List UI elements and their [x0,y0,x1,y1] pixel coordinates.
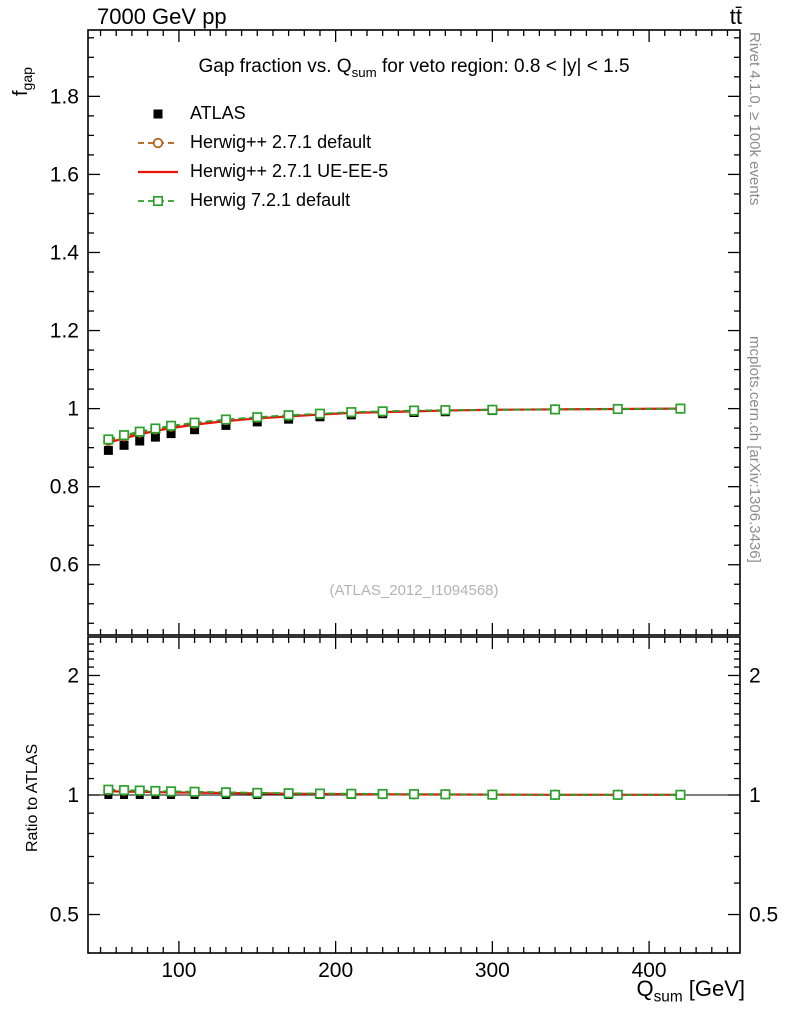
legend-label-atlas: ATLAS [190,103,246,123]
process-label: tt̄ [729,4,742,29]
beam-energy-label: 7000 GeV pp [97,4,227,29]
svg-text:1: 1 [67,784,79,807]
svg-text:0.5: 0.5 [50,904,79,927]
x-axis-label-main: Q [636,976,654,1001]
svg-text:400: 400 [632,959,667,982]
legend-marker-herwig7 [138,195,178,206]
legend: ATLAS Herwig++ 2.7.1 default Herwig++ 2.… [136,99,388,215]
svg-text:0.5: 0.5 [749,904,778,927]
plot-title-post: for veto region: 0.8 < |y| < 1.5 [376,56,630,77]
legend-label-herwigpp-ueee5: Herwig++ 2.7.1 UE-EE-5 [190,161,389,181]
svg-text:1.6: 1.6 [50,163,79,186]
x-axis-label-sub: sum [653,988,683,1006]
legend-item-herwigpp-ueee5: Herwig++ 2.7.1 UE-EE-5 [136,157,388,186]
svg-text:100: 100 [161,959,196,982]
svg-text:300: 300 [475,959,510,982]
legend-marker-herwigpp-default [138,137,178,148]
svg-text:1: 1 [67,398,79,421]
analysis-id-watermark: (ATLAS_2012_I1094568) [329,582,499,599]
mcplots-arxiv-sidetext: mcplots.cern.ch [arXiv:1306.3436] [746,336,763,563]
svg-text:200: 200 [318,959,353,982]
x-axis-label-unit: [GeV] [682,976,745,1001]
svg-text:1: 1 [749,784,761,807]
legend-item-herwigpp-default: Herwig++ 2.7.1 default [136,128,388,157]
legend-item-atlas: ATLAS [136,99,388,128]
y-axis-label-sub: gap [19,67,35,91]
svg-text:1.4: 1.4 [50,241,80,264]
svg-text:0.8: 0.8 [50,476,79,499]
svg-text:0.6: 0.6 [50,554,79,577]
plot-title-subscript: sum [351,64,377,80]
y-axis-label: fgap [10,67,35,96]
plot-title: Gap fraction vs. Qsum for veto region: 0… [88,56,740,80]
legend-item-herwig7: Herwig 7.2.1 default [136,186,388,215]
legend-label-herwigpp-default: Herwig++ 2.7.1 default [190,132,372,152]
legend-marker-atlas [153,109,163,118]
svg-text:1.8: 1.8 [50,85,79,108]
svg-text:1.2: 1.2 [50,320,79,343]
rivet-version-sidetext: Rivet 4.1.0, ≥ 100k events [746,32,763,206]
y-axis-label-main: f [10,90,32,96]
ratio-axis-label: Ratio to ATLAS [24,743,41,852]
plot-title-pre: Gap fraction vs. Q [198,56,352,77]
legend-marker-herwigpp-ueee5 [138,170,178,173]
svg-text:2: 2 [67,664,79,687]
x-axis-label: Qsum [GeV] [636,976,745,1006]
svg-text:2: 2 [749,664,761,687]
legend-label-herwig7: Herwig 7.2.1 default [190,190,351,210]
